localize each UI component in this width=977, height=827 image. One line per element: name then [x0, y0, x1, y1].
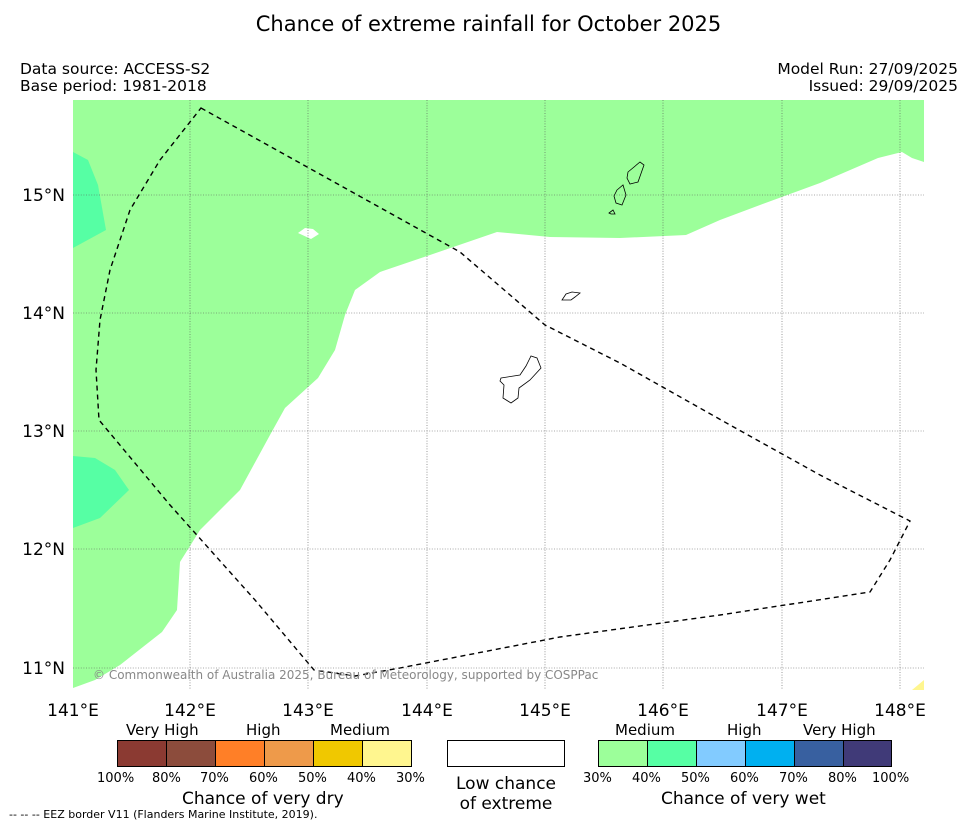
region-low-chance-spot — [298, 228, 319, 239]
lon-tick: 142°E — [164, 701, 216, 721]
region-medium-dry — [912, 680, 924, 690]
wet-colorbar — [598, 740, 892, 767]
dry-header-very-high: Very High — [126, 721, 199, 739]
low-chance-swatch — [447, 740, 565, 767]
wet-header-medium: Medium — [615, 721, 675, 739]
dry-swatch-60-50 — [265, 741, 314, 766]
dry-legend-title: Chance of very dry — [182, 789, 344, 809]
low-chance-line1: Low chance — [456, 774, 556, 794]
rainfall-map: © Commonwealth of Australia 2025, Bureau… — [22, 100, 926, 721]
wet-swatch-70-80 — [795, 741, 844, 766]
lon-tick: 141°E — [47, 701, 99, 721]
chart-title: Chance of extreme rainfall for October 2… — [255, 12, 722, 36]
wet-swatch-30-40 — [599, 741, 648, 766]
wet-header-very-high: Very High — [803, 721, 876, 739]
dry-swatch-40-30 — [363, 741, 411, 766]
lon-tick: 147°E — [756, 701, 808, 721]
lat-tick: 14°N — [22, 304, 65, 324]
wet-header-high: High — [727, 721, 762, 739]
wet-swatch-80-100 — [844, 741, 891, 766]
dry-header-medium: Medium — [330, 721, 390, 739]
wet-swatch-40-50 — [648, 741, 697, 766]
dry-colorbar — [117, 740, 412, 767]
lat-tick: 11°N — [22, 659, 65, 679]
data-source: Data source: ACCESS-S2 — [20, 60, 211, 78]
lat-tick: 15°N — [22, 186, 65, 206]
lon-tick: 146°E — [637, 701, 689, 721]
model-run-block: Model Run: 27/09/2025 Issued: 29/09/2025 — [777, 61, 958, 95]
lat-tick: 12°N — [22, 540, 65, 560]
island-rota — [561, 291, 581, 301]
footnote: -- -- -- EEZ border V11 (Flanders Marine… — [9, 808, 318, 821]
wet-swatch-60-70 — [746, 741, 795, 766]
dry-header-high: High — [246, 721, 281, 739]
copyright-note: © Commonwealth of Australia 2025, Bureau… — [93, 668, 598, 682]
island-outlines — [499, 161, 645, 404]
lon-tick: 148°E — [874, 701, 926, 721]
low-chance-label: Low chance of extreme — [447, 774, 565, 814]
dry-label: 30% — [396, 771, 425, 786]
island-saipan-north — [626, 161, 645, 185]
wet-swatch-50-60 — [697, 741, 746, 766]
lat-tick: 13°N — [22, 422, 65, 442]
wet-label: 30% — [583, 771, 612, 786]
island-guam — [499, 355, 542, 404]
wet-legend-title: Chance of very wet — [661, 789, 826, 809]
lon-tick: 143°E — [282, 701, 334, 721]
lon-tick: 144°E — [401, 701, 453, 721]
dry-swatch-50-40 — [314, 741, 363, 766]
lon-tick: 145°E — [519, 701, 571, 721]
dry-label: 100% — [97, 771, 135, 786]
grid-lines — [73, 100, 924, 690]
island-saipan — [613, 184, 627, 206]
region-medium-wet — [73, 100, 924, 688]
model-run: Model Run: 27/09/2025 — [777, 60, 958, 78]
region-high-wet-north — [73, 152, 106, 248]
issued-date: Issued: 29/09/2025 — [808, 77, 958, 95]
wet-label: 80% — [828, 771, 857, 786]
island-tinian — [608, 209, 616, 215]
wet-label: 100% — [872, 771, 910, 786]
dry-swatch-70-60 — [216, 741, 265, 766]
wet-label: 70% — [779, 771, 808, 786]
wet-label: 40% — [632, 771, 661, 786]
dry-label: 60% — [249, 771, 278, 786]
wet-label: 50% — [681, 771, 710, 786]
lat-axis: 15°N 14°N 13°N 12°N 11°N — [22, 186, 65, 679]
dry-label: 70% — [200, 771, 229, 786]
dry-label: 80% — [152, 771, 181, 786]
dry-label: 50% — [298, 771, 327, 786]
low-chance-line2: of extreme — [459, 794, 553, 814]
eez-border — [95, 107, 911, 677]
base-period: Base period: 1981-2018 — [20, 77, 207, 95]
dry-swatch-100-80 — [118, 741, 167, 766]
dry-label: 40% — [347, 771, 376, 786]
dry-swatch-80-70 — [167, 741, 216, 766]
data-source-block: Data source: ACCESS-S2 Base period: 1981… — [20, 61, 210, 95]
lon-axis: 141°E 142°E 143°E 144°E 145°E 146°E 147°… — [47, 701, 926, 721]
wet-label: 60% — [730, 771, 759, 786]
region-high-wet-west — [73, 456, 129, 528]
